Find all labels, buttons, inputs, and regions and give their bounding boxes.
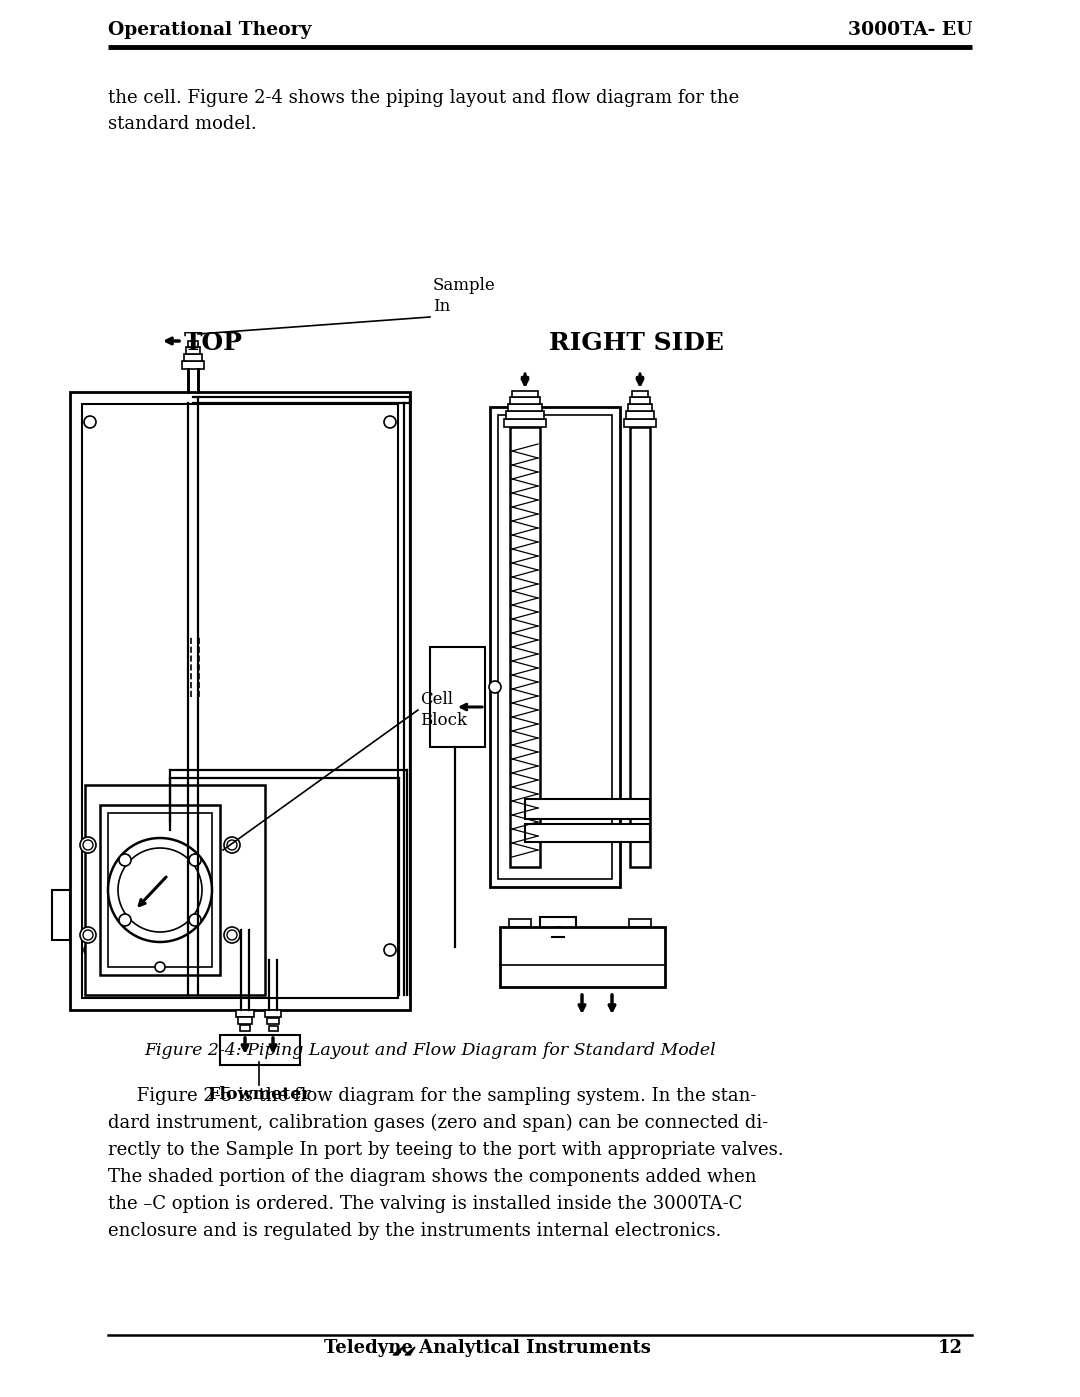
Circle shape xyxy=(384,944,396,956)
Bar xyxy=(624,419,656,427)
Bar xyxy=(186,346,200,353)
Bar xyxy=(629,919,651,928)
Bar xyxy=(626,411,654,419)
Bar xyxy=(100,805,220,975)
Text: enclosure and is regulated by the instruments internal electronics.: enclosure and is regulated by the instru… xyxy=(108,1222,721,1241)
Bar xyxy=(513,935,527,942)
Bar xyxy=(490,407,620,887)
Text: Operational Theory: Operational Theory xyxy=(108,21,311,39)
Circle shape xyxy=(489,680,501,693)
Text: Flowmeter: Flowmeter xyxy=(207,1085,311,1104)
Text: rectly to the Sample In port by teeing to the port with appropriate valves.: rectly to the Sample In port by teeing t… xyxy=(108,1141,784,1160)
Bar xyxy=(511,928,529,935)
Bar xyxy=(188,341,198,346)
Text: Cell
Block: Cell Block xyxy=(420,692,467,729)
Circle shape xyxy=(384,416,396,427)
Bar xyxy=(240,1025,249,1031)
Polygon shape xyxy=(393,1347,403,1355)
Bar xyxy=(500,928,665,988)
Polygon shape xyxy=(405,1347,415,1355)
Circle shape xyxy=(119,914,131,926)
Bar xyxy=(265,1010,281,1017)
Circle shape xyxy=(118,848,202,932)
Circle shape xyxy=(83,840,93,849)
Circle shape xyxy=(84,944,96,956)
Circle shape xyxy=(80,928,96,943)
Bar xyxy=(108,813,212,967)
Text: Sample
In: Sample In xyxy=(433,277,496,314)
Text: 3000TA- EU: 3000TA- EU xyxy=(848,21,972,39)
Text: TOP: TOP xyxy=(184,331,243,355)
Bar xyxy=(498,415,612,879)
Bar xyxy=(635,939,645,944)
Bar xyxy=(627,404,652,411)
Text: 12: 12 xyxy=(937,1338,962,1356)
Bar xyxy=(269,1025,278,1031)
Bar xyxy=(515,939,525,944)
Circle shape xyxy=(227,840,237,849)
Text: The shaded portion of the diagram shows the components added when: The shaded portion of the diagram shows … xyxy=(108,1168,756,1186)
Bar xyxy=(504,419,546,427)
Bar xyxy=(82,404,399,997)
Bar xyxy=(508,404,542,411)
Bar xyxy=(238,1017,252,1024)
Text: Figure 2-5 is the flow diagram for the sampling system. In the stan-: Figure 2-5 is the flow diagram for the s… xyxy=(108,1087,756,1105)
Bar xyxy=(510,397,540,404)
Circle shape xyxy=(119,854,131,866)
Bar xyxy=(430,647,485,747)
Circle shape xyxy=(189,854,201,866)
Bar xyxy=(184,353,202,360)
Bar xyxy=(510,427,540,868)
Circle shape xyxy=(224,837,240,854)
Bar xyxy=(237,1010,254,1017)
Circle shape xyxy=(227,930,237,940)
Bar xyxy=(220,1035,300,1065)
Bar xyxy=(52,890,70,940)
Bar xyxy=(633,935,647,942)
Circle shape xyxy=(108,838,212,942)
Bar xyxy=(525,799,650,819)
Bar xyxy=(509,919,531,928)
Circle shape xyxy=(84,416,96,427)
Circle shape xyxy=(224,928,240,943)
Bar xyxy=(525,824,650,842)
Circle shape xyxy=(548,928,568,947)
Text: Teledyne Analytical Instruments: Teledyne Analytical Instruments xyxy=(324,1338,650,1356)
Bar xyxy=(85,785,265,995)
Bar xyxy=(512,391,538,397)
Text: RIGHT SIDE: RIGHT SIDE xyxy=(549,331,724,355)
Bar xyxy=(267,1018,279,1024)
Bar xyxy=(632,391,648,397)
Bar xyxy=(183,360,204,369)
Bar xyxy=(540,916,576,951)
Circle shape xyxy=(80,837,96,854)
Bar xyxy=(631,928,649,935)
Circle shape xyxy=(189,914,201,926)
Circle shape xyxy=(83,930,93,940)
Text: the –C option is ordered. The valving is installed inside the 3000TA-C: the –C option is ordered. The valving is… xyxy=(108,1194,742,1213)
Text: the cell. Figure 2-4 shows the piping layout and flow diagram for the
standard m: the cell. Figure 2-4 shows the piping la… xyxy=(108,89,739,133)
Circle shape xyxy=(156,963,165,972)
Bar xyxy=(630,397,650,404)
Bar xyxy=(507,411,544,419)
Text: dard instrument, calibration gases (zero and span) can be connected di-: dard instrument, calibration gases (zero… xyxy=(108,1113,768,1132)
Bar xyxy=(70,393,410,1010)
Bar xyxy=(630,427,650,868)
Text: Figure 2-4: Piping Layout and Flow Diagram for Standard Model: Figure 2-4: Piping Layout and Flow Diagr… xyxy=(145,1042,716,1059)
